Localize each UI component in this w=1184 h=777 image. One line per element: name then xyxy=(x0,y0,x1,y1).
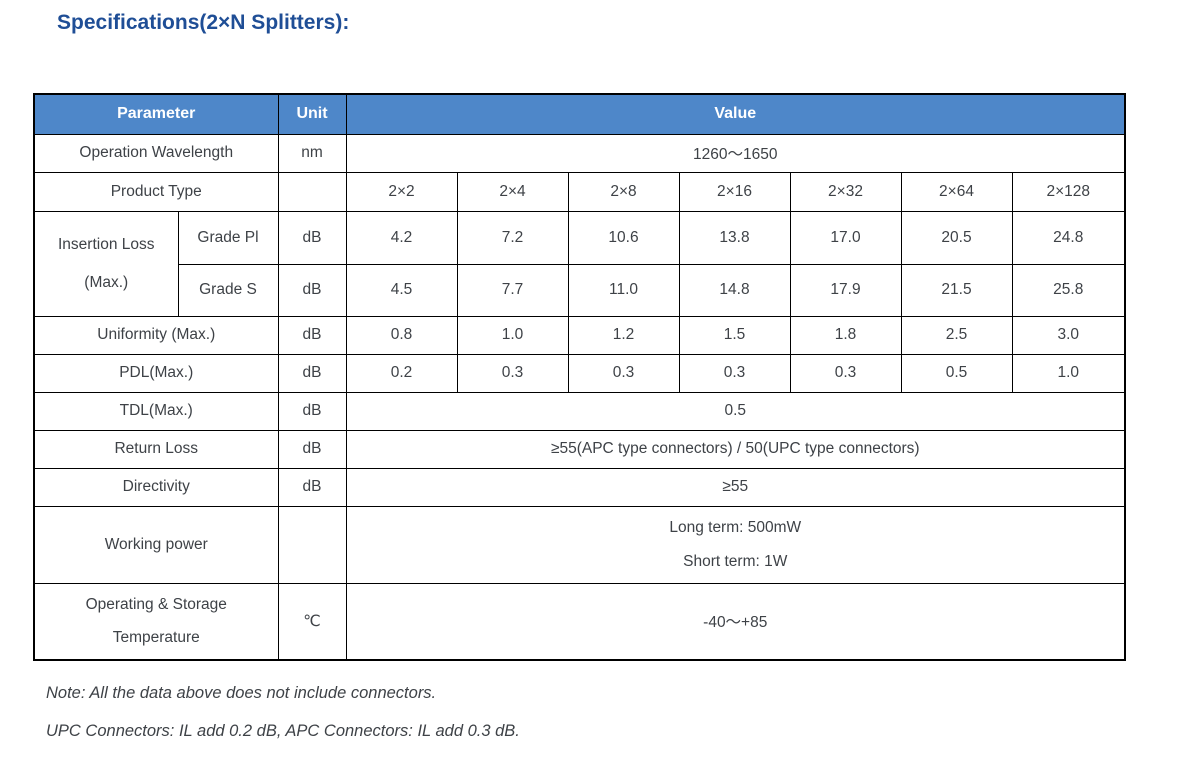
unit-cell: ℃ xyxy=(277,582,347,661)
row-product-type: Product Type 2×2 2×4 2×8 2×16 2×32 2×64 … xyxy=(33,171,1126,212)
grade-label: Grade Pl xyxy=(177,210,279,265)
row-tdl: TDL(Max.) dB 0.5 xyxy=(33,391,1126,431)
param-label: Return Loss xyxy=(33,429,279,469)
product-type-cell: 2×128 xyxy=(1011,171,1126,212)
param-label: Operation Wavelength xyxy=(33,133,279,173)
row-insertion-loss-grade-pl: Insertion Loss (Max.) Grade Pl dB 4.2 7.… xyxy=(33,210,1126,317)
value-cell: 1.2 xyxy=(567,315,680,355)
value-cell: 11.0 xyxy=(567,263,680,317)
unit-cell: dB xyxy=(277,467,347,507)
value-cell: 0.3 xyxy=(678,353,791,393)
unit-cell: dB xyxy=(277,429,347,469)
temperature-label-line1: Operating & Storage xyxy=(85,595,227,613)
value-cell: 25.8 xyxy=(1011,263,1126,317)
product-type-cell: 2×16 xyxy=(678,171,791,212)
value-cell: 4.2 xyxy=(345,210,458,265)
param-label: Directivity xyxy=(33,467,279,507)
value-cell: 0.5 xyxy=(900,353,1013,393)
row-uniformity: Uniformity (Max.) dB 0.8 1.0 1.2 1.5 1.8… xyxy=(33,315,1126,355)
product-type-cell: 2×32 xyxy=(789,171,902,212)
product-type-cell: 2×2 xyxy=(345,171,458,212)
value-cell: 0.3 xyxy=(789,353,902,393)
row-operation-wavelength: Operation Wavelength nm 1260～1650 xyxy=(33,133,1126,173)
param-label-insertion-loss: Insertion Loss (Max.) xyxy=(33,210,179,317)
value-cell: 7.2 xyxy=(456,210,569,265)
value-cell: -40～+85 xyxy=(345,582,1126,661)
unit-cell: nm xyxy=(277,133,347,173)
value-cell: 21.5 xyxy=(900,263,1013,317)
unit-cell: dB xyxy=(277,210,347,265)
working-power-line1: Long term: 500mW xyxy=(669,518,802,536)
unit-cell: dB xyxy=(277,263,347,317)
value-cell: 0.3 xyxy=(456,353,569,393)
unit-cell: dB xyxy=(277,315,347,355)
row-temperature: Operating & Storage Temperature ℃ -40～+8… xyxy=(33,582,1126,661)
header-row: Parameter Unit Value xyxy=(33,93,1126,135)
row-return-loss: Return Loss dB ≥55(APC type connectors) … xyxy=(33,429,1126,469)
header-unit: Unit xyxy=(277,93,347,135)
param-label: Product Type xyxy=(33,171,279,212)
product-type-cell: 2×4 xyxy=(456,171,569,212)
note-line: UPC Connectors: IL add 0.2 dB, APC Conne… xyxy=(46,722,520,740)
value-cell: 0.3 xyxy=(567,353,680,393)
value-cell: 0.2 xyxy=(345,353,458,393)
param-label: Working power xyxy=(33,505,279,584)
insertion-loss-line2: (Max.) xyxy=(84,273,129,291)
row-pdl: PDL(Max.) dB 0.2 0.3 0.3 0.3 0.3 0.5 1.0 xyxy=(33,353,1126,393)
header-value: Value xyxy=(345,93,1126,135)
value-cell: 0.5 xyxy=(345,391,1126,431)
value-cell: 1.8 xyxy=(789,315,902,355)
unit-cell xyxy=(277,505,347,584)
param-label: PDL(Max.) xyxy=(33,353,279,393)
value-cell: 17.9 xyxy=(789,263,902,317)
row-directivity: Directivity dB ≥55 xyxy=(33,467,1126,507)
value-cell: 2.5 xyxy=(900,315,1013,355)
value-cell: 4.5 xyxy=(345,263,458,317)
working-power-line2: Short term: 1W xyxy=(683,552,788,570)
unit-cell: dB xyxy=(277,391,347,431)
value-cell: 1.0 xyxy=(456,315,569,355)
value-cell: 17.0 xyxy=(789,210,902,265)
temperature-label-line2: Temperature xyxy=(112,628,200,646)
page-title: Specifications(2×N Splitters): xyxy=(57,11,350,34)
value-cell: 14.8 xyxy=(678,263,791,317)
value-cell: Long term: 500mW Short term: 1W xyxy=(345,505,1126,584)
spec-table: Parameter Unit Value Operation Wavelengt… xyxy=(33,93,1127,661)
header-parameter: Parameter xyxy=(33,93,279,135)
value-cell: ≥55 xyxy=(345,467,1126,507)
value-cell: 13.8 xyxy=(678,210,791,265)
param-label: Operating & Storage Temperature xyxy=(33,582,279,661)
value-cell: 10.6 xyxy=(567,210,680,265)
value-cell: 0.8 xyxy=(345,315,458,355)
param-label: Uniformity (Max.) xyxy=(33,315,279,355)
row-insertion-loss-grade-s: Grade S dB 4.5 7.7 11.0 14.8 17.9 21.5 2… xyxy=(34,263,1126,317)
value-cell: 1.5 xyxy=(678,315,791,355)
value-cell: 1.0 xyxy=(1011,353,1126,393)
value-cell: 24.8 xyxy=(1011,210,1126,265)
value-cell: 7.7 xyxy=(456,263,569,317)
product-type-cell: 2×8 xyxy=(567,171,680,212)
product-type-cell: 2×64 xyxy=(900,171,1013,212)
value-cell: ≥55(APC type connectors) / 50(UPC type c… xyxy=(345,429,1126,469)
unit-cell xyxy=(277,171,347,212)
unit-cell: dB xyxy=(277,353,347,393)
value-cell: 20.5 xyxy=(900,210,1013,265)
param-label: TDL(Max.) xyxy=(33,391,279,431)
insertion-loss-line1: Insertion Loss xyxy=(58,235,155,253)
value-cell: 3.0 xyxy=(1011,315,1126,355)
note-line: Note: All the data above does not includ… xyxy=(46,684,437,702)
value-cell: 1260～1650 xyxy=(345,133,1126,173)
notes-section: Note: All the data above does not includ… xyxy=(46,684,1146,760)
grade-label: Grade S xyxy=(177,263,279,317)
row-working-power: Working power Long term: 500mW Short ter… xyxy=(33,505,1126,584)
